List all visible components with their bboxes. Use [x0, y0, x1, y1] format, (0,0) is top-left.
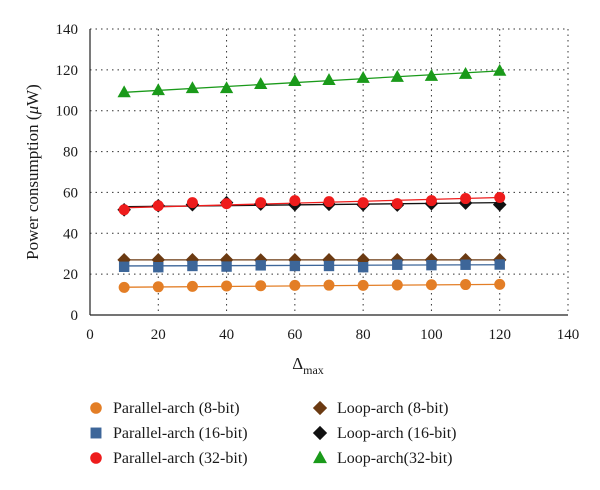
x-tick-label: 100 [420, 327, 443, 343]
data-point-series-0 [460, 279, 472, 291]
data-point-series-5 [424, 68, 439, 81]
data-point-series-5 [493, 63, 507, 76]
data-point-series-4 [255, 197, 267, 209]
legend-marker [313, 450, 327, 464]
data-point-series-5 [390, 70, 404, 82]
y-tick-label: 60 [63, 185, 78, 201]
data-point-series-0 [323, 279, 335, 291]
data-point-series-1 [185, 253, 200, 267]
x-tick-label: 120 [488, 327, 511, 343]
data-point-series-2 [460, 259, 471, 270]
data-point-series-4 [494, 192, 506, 204]
x-axis-title: Δmax [292, 354, 324, 377]
data-point-series-0 [425, 279, 437, 291]
data-point-series-5 [185, 81, 200, 94]
data-point-series-0 [221, 280, 233, 292]
data-point-series-2 [118, 261, 130, 272]
legend-entry-label: Parallel-arch (8-bit) [113, 400, 240, 417]
data-point-series-2 [494, 259, 505, 270]
data-point-series-0 [289, 279, 301, 291]
legend-entry-label: Loop-arch(32-bit) [337, 450, 453, 467]
data-point-series-2 [187, 260, 198, 272]
y-tick-label: 0 [71, 308, 79, 324]
grid-lines [90, 28, 569, 315]
legend-marker [312, 425, 328, 441]
data-point-series-5 [219, 81, 234, 94]
trend-line-series-4 [124, 196, 500, 209]
data-point-series-0 [152, 281, 164, 293]
trend-line-series-0 [124, 283, 500, 288]
data-point-series-4 [289, 195, 301, 207]
data-point-series-4 [152, 200, 164, 212]
data-point-series-3 [492, 197, 507, 212]
data-point-series-2 [255, 260, 266, 271]
legend-entry-label: Loop-arch (8-bit) [337, 400, 449, 417]
tick-labels: 0 20 40 60 80 100 120 140 0 20 40 60 80 100 120 140 [56, 22, 580, 343]
data-point-series-2 [221, 261, 232, 272]
legend-marker [312, 400, 328, 416]
data-point-series-4 [186, 197, 198, 209]
data-point-series-0 [494, 278, 506, 290]
y-tick-label: 80 [63, 145, 78, 161]
data-point-series-0 [118, 281, 130, 293]
data-point-series-4 [118, 204, 130, 216]
legend-entry-label: Parallel-arch (32-bit) [113, 450, 248, 467]
x-tick-label: 40 [219, 327, 234, 343]
data-point-series-4 [221, 198, 233, 210]
data-point-series-2 [153, 261, 164, 273]
legend-marker [90, 402, 102, 414]
y-tick-label: 20 [63, 267, 78, 283]
y-tick-label: 140 [56, 22, 79, 38]
data-point-series-4 [425, 195, 437, 207]
x-tick-label: 0 [86, 327, 94, 343]
data-point-series-5 [254, 77, 268, 90]
data-point-series-0 [357, 279, 369, 291]
x-tick-label: 140 [557, 327, 580, 343]
legend: Parallel-arch (8-bit) Loop-arch (8-bit) Pa… [90, 400, 457, 467]
data-point-series-5 [151, 83, 165, 96]
data-point-series-4 [460, 193, 472, 205]
data-point-series-2 [323, 260, 335, 272]
data-point-series-2 [392, 259, 403, 270]
data-point-series-5 [356, 71, 370, 83]
data-point-series-4 [323, 196, 335, 208]
data-point-series-2 [357, 261, 369, 273]
data-point-series-4 [391, 198, 403, 210]
data-point-series-0 [186, 280, 198, 292]
legend-marker [90, 452, 102, 464]
data-point-series-5 [288, 74, 302, 86]
data-point-series-5 [117, 85, 131, 98]
y-tick-label: 100 [56, 104, 79, 120]
y-tick-label: 120 [56, 63, 79, 79]
legend-marker [90, 427, 102, 439]
data-points [117, 63, 507, 293]
x-tick-label: 60 [287, 327, 302, 343]
legend-entry-label: Loop-arch (16-bit) [337, 425, 457, 442]
x-tick-label: 80 [356, 327, 371, 343]
trend-line-series-2 [124, 264, 500, 267]
data-point-series-0 [391, 279, 403, 291]
y-tick-label: 40 [63, 226, 78, 242]
data-point-series-0 [255, 280, 267, 292]
data-point-series-1 [219, 253, 234, 267]
legend-entry-label: Parallel-arch (16-bit) [113, 425, 248, 442]
data-point-series-2 [426, 259, 437, 271]
trend-line-series-5 [124, 70, 500, 93]
y-axis-title: Power consumption (μW) [23, 84, 42, 260]
data-point-series-4 [357, 197, 369, 209]
data-point-series-5 [322, 73, 336, 85]
x-tick-label: 20 [151, 327, 166, 343]
axes [89, 29, 568, 316]
data-point-series-5 [458, 66, 473, 79]
data-point-series-2 [289, 260, 301, 272]
